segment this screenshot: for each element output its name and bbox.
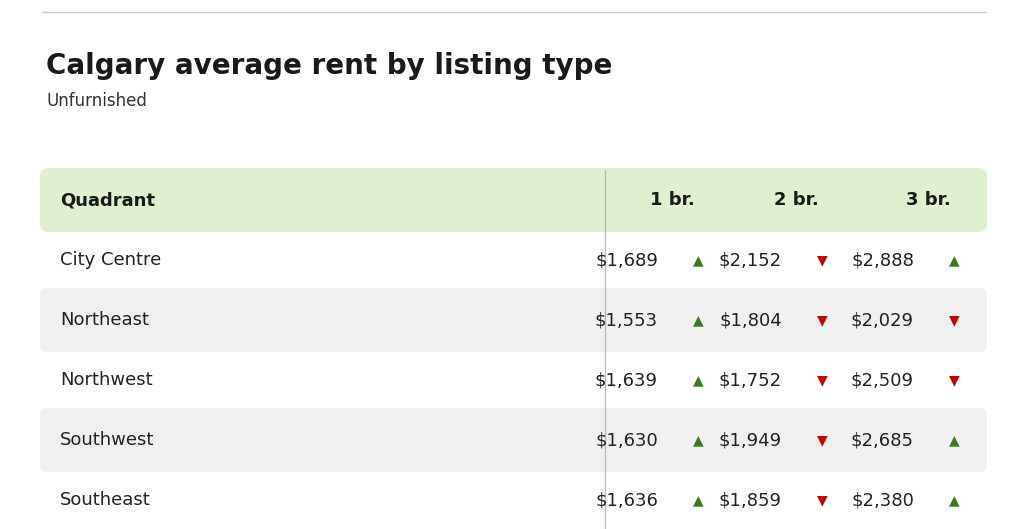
Text: $1,752: $1,752	[719, 371, 782, 389]
Text: ▼: ▼	[817, 433, 827, 447]
Text: $1,689: $1,689	[595, 251, 658, 269]
Text: $2,685: $2,685	[851, 431, 914, 449]
Text: Unfurnished: Unfurnished	[46, 92, 146, 110]
Text: Northeast: Northeast	[60, 311, 150, 329]
Text: 2 br.: 2 br.	[773, 191, 818, 209]
Text: ▼: ▼	[817, 373, 827, 387]
Text: $1,859: $1,859	[719, 491, 782, 509]
Text: Southwest: Southwest	[60, 431, 155, 449]
Text: ▲: ▲	[948, 493, 959, 507]
FancyBboxPatch shape	[40, 288, 987, 352]
Text: $1,630: $1,630	[595, 431, 658, 449]
Text: ▲: ▲	[692, 253, 703, 267]
Text: ▼: ▼	[817, 313, 827, 327]
Text: Quadrant: Quadrant	[60, 191, 155, 209]
Text: Southeast: Southeast	[60, 491, 151, 509]
Text: $2,509: $2,509	[851, 371, 914, 389]
Text: ▲: ▲	[948, 433, 959, 447]
Text: ▲: ▲	[692, 373, 703, 387]
FancyBboxPatch shape	[40, 168, 987, 232]
Text: $1,639: $1,639	[595, 371, 658, 389]
Text: ▼: ▼	[817, 253, 827, 267]
Text: ▼: ▼	[817, 493, 827, 507]
Text: Calgary average rent by listing type: Calgary average rent by listing type	[46, 52, 612, 80]
Text: ▲: ▲	[948, 253, 959, 267]
FancyBboxPatch shape	[40, 408, 987, 472]
Text: Northwest: Northwest	[60, 371, 153, 389]
Text: City Centre: City Centre	[60, 251, 161, 269]
Text: $1,636: $1,636	[595, 491, 658, 509]
Text: ▲: ▲	[692, 433, 703, 447]
Text: $1,949: $1,949	[719, 431, 782, 449]
Text: $2,380: $2,380	[851, 491, 914, 509]
Text: ▲: ▲	[692, 493, 703, 507]
Text: $2,152: $2,152	[719, 251, 782, 269]
Text: $2,029: $2,029	[851, 311, 914, 329]
Text: $2,888: $2,888	[851, 251, 914, 269]
Text: ▼: ▼	[948, 373, 959, 387]
Text: $1,804: $1,804	[719, 311, 782, 329]
Text: $1,553: $1,553	[595, 311, 658, 329]
Text: ▼: ▼	[948, 313, 959, 327]
Text: 1 br.: 1 br.	[649, 191, 694, 209]
Text: 3 br.: 3 br.	[905, 191, 950, 209]
Text: ▲: ▲	[692, 313, 703, 327]
